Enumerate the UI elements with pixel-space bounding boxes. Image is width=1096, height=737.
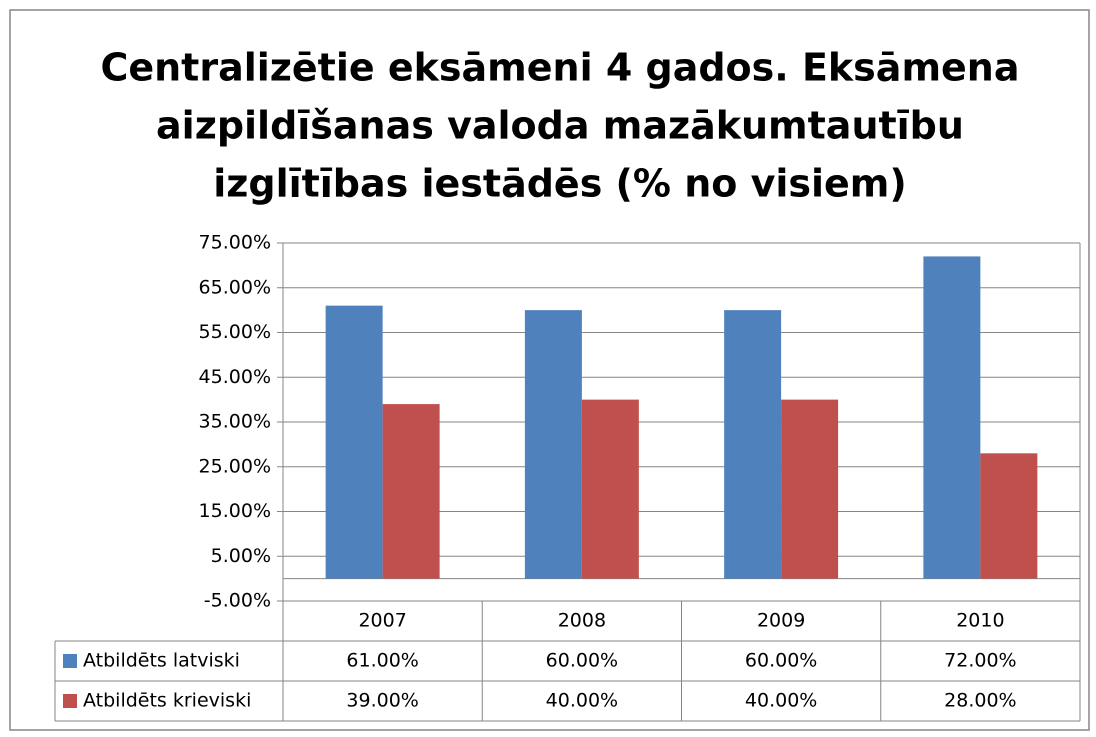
legend-label: Atbildēts krieviski bbox=[83, 690, 251, 712]
data-table-value: 61.00% bbox=[346, 650, 418, 672]
chart-title: aizpildīšanas valoda mazākumtautību bbox=[156, 104, 964, 148]
legend-swatch bbox=[63, 694, 77, 708]
bar bbox=[724, 310, 782, 579]
bar bbox=[524, 310, 582, 579]
bar bbox=[325, 305, 383, 579]
data-table-value: 39.00% bbox=[346, 690, 418, 712]
y-tick-label: 45.00% bbox=[199, 366, 271, 388]
chart-title: Centralizētie eksāmeni 4 gados. Eksāmena bbox=[100, 46, 1019, 90]
y-tick-label: 25.00% bbox=[199, 455, 271, 477]
category-label: 2007 bbox=[358, 610, 406, 632]
y-tick-label: 75.00% bbox=[199, 232, 271, 254]
legend-swatch bbox=[63, 654, 77, 668]
bar bbox=[581, 399, 639, 579]
bar bbox=[382, 404, 440, 579]
bar bbox=[923, 256, 981, 579]
y-tick-label: 65.00% bbox=[199, 276, 271, 298]
bar bbox=[980, 453, 1038, 579]
data-table-value: 72.00% bbox=[944, 650, 1016, 672]
y-tick-label: 55.00% bbox=[199, 321, 271, 343]
category-label: 2008 bbox=[558, 610, 606, 632]
category-label: 2010 bbox=[956, 610, 1004, 632]
y-tick-label: 5.00% bbox=[211, 545, 271, 567]
data-table-value: 40.00% bbox=[546, 690, 618, 712]
data-table-value: 28.00% bbox=[944, 690, 1016, 712]
y-tick-label: 15.00% bbox=[199, 500, 271, 522]
legend-label: Atbildēts latviski bbox=[83, 650, 240, 672]
y-tick-label: -5.00% bbox=[204, 590, 271, 612]
data-table-value: 40.00% bbox=[745, 690, 817, 712]
data-table-value: 60.00% bbox=[745, 650, 817, 672]
data-table-value: 60.00% bbox=[546, 650, 618, 672]
category-label: 2009 bbox=[757, 610, 805, 632]
bar bbox=[781, 399, 839, 579]
chart-title: izglītības iestādēs (% no visiem) bbox=[213, 162, 907, 206]
y-tick-label: 35.00% bbox=[199, 411, 271, 433]
